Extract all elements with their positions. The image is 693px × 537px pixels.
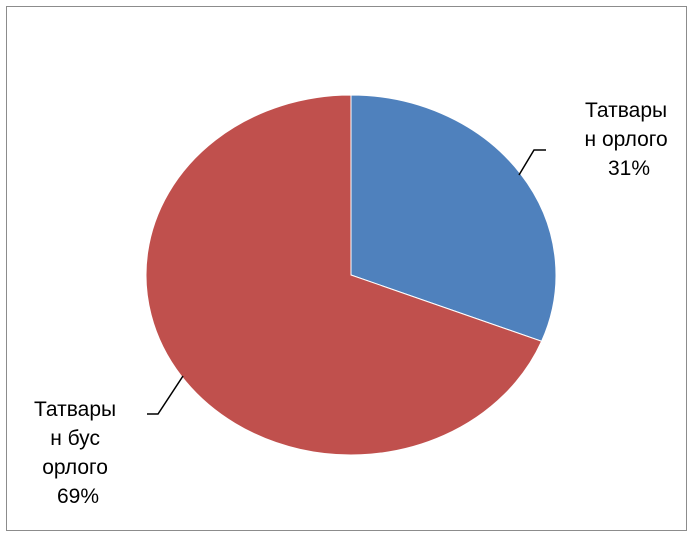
- slice-label-0-line-2: н орлого: [585, 128, 668, 151]
- slice-label-1-line-2: н бус: [50, 427, 100, 450]
- pie-slice-1: [145, 94, 543, 456]
- leader-lines: [147, 149, 546, 415]
- pie-slices: [145, 94, 557, 456]
- slice-label-1-percent: 69%: [57, 485, 99, 508]
- leader-line-1: [147, 375, 184, 415]
- slice-label-1-line-1: Татвары: [34, 398, 116, 421]
- slice-label-0-line-1: Татвары: [585, 99, 667, 122]
- slice-label-1-line-3: орлого: [42, 456, 108, 479]
- slice-label-0-percent: 31%: [608, 157, 650, 180]
- leader-line-0: [518, 149, 546, 176]
- slice-label-1: Татвары н бус орлого 69%: [34, 398, 122, 508]
- slice-label-0: Татвары н орлого 31%: [585, 99, 674, 180]
